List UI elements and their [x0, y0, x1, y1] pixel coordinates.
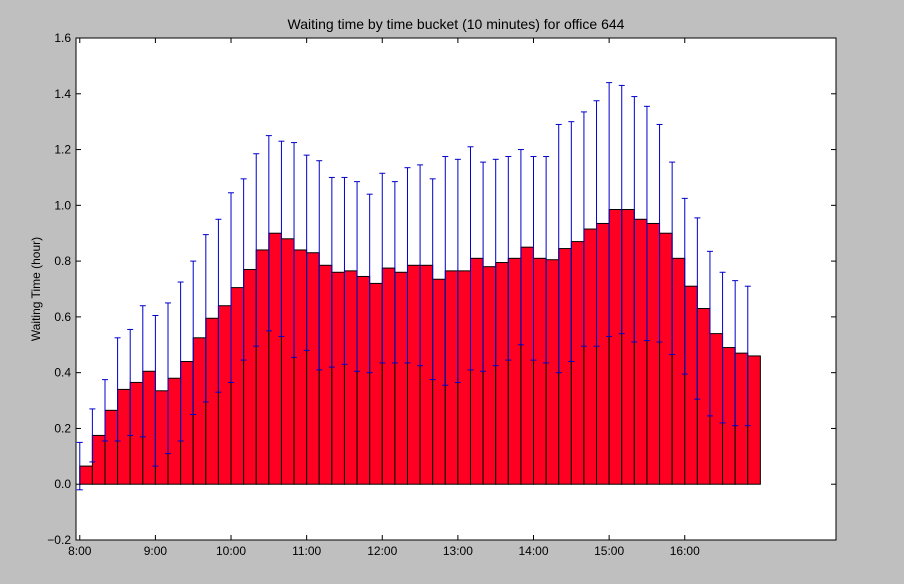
bar: [722, 347, 736, 485]
bar: [583, 228, 598, 485]
bar: [419, 264, 434, 485]
y-tick-label: −0.2: [47, 533, 71, 547]
bar: [356, 275, 371, 485]
x-tick-label: 10:00: [216, 544, 246, 558]
bar: [129, 381, 144, 485]
bar: [406, 264, 421, 485]
bar: [696, 308, 711, 485]
bar-series: [79, 209, 761, 485]
bar: [243, 268, 257, 485]
bar: [154, 390, 169, 485]
bar: [533, 257, 547, 485]
y-tick-label: 1.4: [54, 87, 71, 101]
bar: [621, 209, 635, 485]
bar: [734, 352, 749, 485]
bar: [142, 370, 156, 485]
bar: [394, 271, 408, 485]
bar: [230, 287, 245, 485]
x-tick-label: 11:00: [292, 544, 321, 558]
bar: [217, 305, 232, 485]
bar: [205, 317, 219, 485]
bar: [91, 434, 106, 485]
bar: [192, 337, 207, 485]
y-tick-label: 1.0: [54, 198, 71, 212]
x-axis: 8:00 9:00 10:00 11:00 12:00 13:00 14:00 15:00 16…: [68, 38, 700, 558]
bar: [167, 377, 182, 485]
bar: [293, 249, 308, 485]
y-axis: −0.2 0.0 0.2 0.4 0.6 0.8 1.0 1.2 1.4 1.6: [47, 31, 836, 547]
y-tick-label: 0.4: [54, 366, 71, 380]
bar: [659, 232, 673, 485]
bar: [495, 262, 509, 485]
bar: [280, 238, 295, 485]
bar: [369, 282, 383, 485]
bar: [747, 355, 761, 485]
bar: [331, 271, 345, 485]
bar: [432, 278, 446, 485]
bar: [608, 209, 623, 485]
bar: [117, 388, 131, 485]
bar: [646, 222, 661, 485]
bar: [79, 465, 93, 485]
bar: [709, 333, 724, 485]
y-tick-label: 0.8: [54, 254, 71, 268]
x-tick-label: 12:00: [367, 544, 397, 558]
bar: [545, 259, 560, 485]
bar: [444, 270, 459, 485]
y-axis-label: Waiting Time (hour): [29, 237, 43, 341]
y-tick-label: 1.2: [54, 143, 71, 157]
x-tick-label: 15:00: [594, 544, 624, 558]
plot-frame: [75, 37, 837, 541]
bar: [520, 246, 535, 485]
y-tick-label: 0.0: [54, 477, 71, 491]
bar: [180, 361, 194, 485]
bar: [558, 248, 572, 485]
x-tick-label: 13:00: [443, 544, 473, 558]
bar: [457, 270, 471, 485]
bar: [684, 285, 698, 485]
bar: [381, 267, 396, 485]
y-tick-label: 1.6: [54, 31, 71, 45]
y-tick-label: 0.6: [54, 310, 71, 324]
bar: [507, 257, 522, 485]
bar: [482, 266, 497, 485]
bar: [255, 249, 270, 485]
x-tick-label: 16:00: [670, 544, 700, 558]
bar: [268, 232, 282, 485]
x-tick-label: 9:00: [144, 544, 168, 558]
bar: [570, 241, 585, 485]
x-tick-label: 8:00: [68, 544, 92, 558]
bar: [306, 252, 320, 485]
bar: [671, 257, 686, 485]
x-tick-label: 14:00: [518, 544, 548, 558]
bar: [596, 222, 610, 485]
bar: [318, 264, 333, 485]
chart-title: Waiting time by time bucket (10 minutes)…: [288, 16, 625, 32]
bar: [343, 270, 358, 485]
bar: [633, 218, 648, 485]
bar: [104, 409, 119, 485]
y-tick-label: 0.2: [54, 421, 71, 435]
error-bar-series: [76, 82, 751, 491]
